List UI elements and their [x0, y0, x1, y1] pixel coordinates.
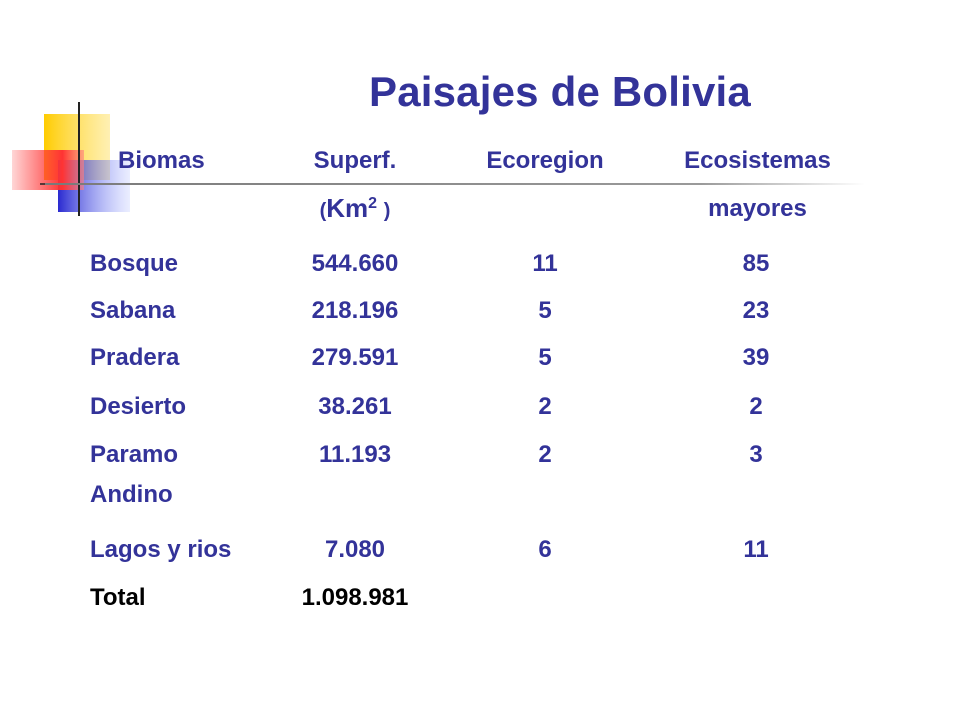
row-ecoregion: 2	[538, 441, 552, 468]
row-ecosistemas: 3	[749, 441, 763, 468]
header-ecosistemas: Ecosistemas	[684, 147, 831, 174]
row-bioma: Pradera	[90, 344, 180, 371]
row-bioma: Paramo	[90, 441, 179, 468]
row-bioma: Bosque	[90, 250, 179, 277]
row-ecoregion: 11	[532, 250, 558, 277]
row-superf: 7.080	[324, 536, 386, 563]
row-ecoregion: 2	[538, 393, 552, 420]
header-ecosistemas-line2: mayores	[708, 195, 807, 222]
header-biomas: Biomas	[118, 147, 205, 174]
row-ecoregion: 5	[538, 297, 552, 324]
row-ecosistemas: 23	[742, 297, 770, 324]
unit-km: Km	[326, 193, 369, 223]
corner-decoration	[12, 102, 130, 216]
header-divider	[45, 183, 865, 185]
row-superf: 279.591	[311, 344, 399, 371]
row-superf: 218.196	[311, 297, 399, 324]
unit-open-paren: (	[319, 200, 327, 222]
total-superf: 1.098.981	[301, 584, 409, 611]
row-ecoregion: 6	[538, 536, 552, 563]
row-bioma-line2: Andino	[90, 481, 173, 508]
row-superf: 11.193	[318, 441, 392, 468]
row-bioma: Lagos y rios	[90, 536, 232, 563]
row-bioma: Desierto	[90, 393, 187, 420]
row-ecosistemas: 39	[742, 344, 770, 371]
header-superf-unit: (Km2 )	[290, 193, 420, 224]
unit-exponent: 2	[368, 195, 378, 212]
unit-close-paren: )	[383, 200, 391, 222]
header-ecoregion: Ecoregion	[486, 147, 604, 174]
row-ecosistemas: 11	[743, 536, 769, 563]
row-superf: 544.660	[311, 250, 399, 277]
slide-title: Paisajes de Bolivia	[368, 68, 751, 115]
row-ecoregion: 5	[538, 344, 552, 371]
total-label: Total	[90, 584, 146, 611]
header-superf: Superf.	[313, 147, 397, 174]
row-superf: 38.261	[318, 393, 392, 420]
row-ecosistemas: 85	[742, 250, 770, 277]
row-bioma: Sabana	[90, 297, 176, 324]
row-ecosistemas: 2	[749, 393, 763, 420]
